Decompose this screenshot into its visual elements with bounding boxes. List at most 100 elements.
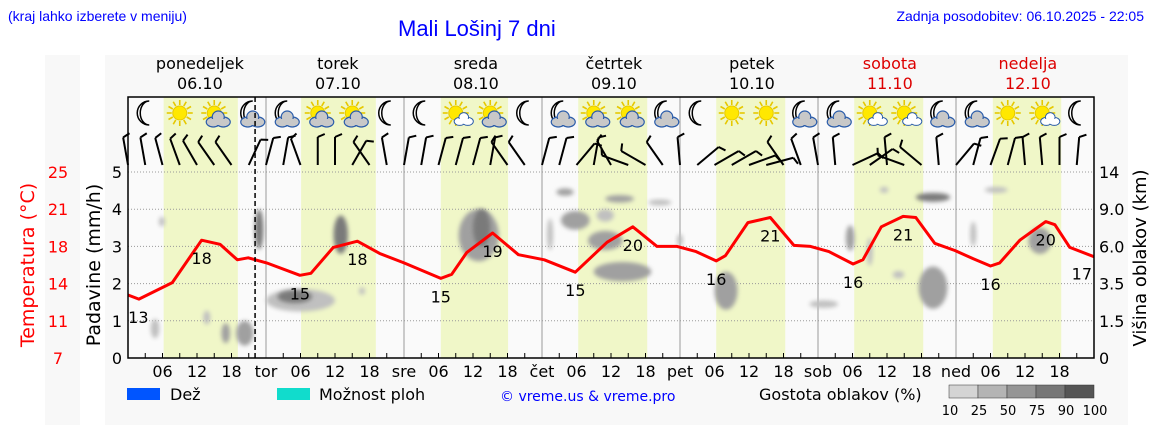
temperature-label: 18 <box>347 250 367 269</box>
cloud-density-swatch <box>948 384 979 399</box>
wind-barb-flag <box>490 135 497 143</box>
cloud-fill <box>555 119 572 125</box>
temp-tick-label: 18 <box>48 237 68 256</box>
wind-barb <box>420 134 434 166</box>
temperature-line <box>127 214 1095 301</box>
wind-barb <box>169 132 181 166</box>
sun-ray <box>910 105 916 110</box>
cloud-density-swatch <box>1035 384 1066 399</box>
day-date: 07.10 <box>315 74 361 93</box>
wind-barb-flag <box>197 135 204 143</box>
day-date: 08.10 <box>453 74 499 93</box>
moon-crescent <box>516 100 529 126</box>
wind-barb-shaft <box>790 138 802 166</box>
wind-barb-shaft <box>351 140 368 166</box>
precip-tick-label: 1 <box>112 312 122 331</box>
wind-barb-flag <box>677 132 685 138</box>
x-hour-label: 18 <box>911 362 931 381</box>
sun-ray <box>769 119 774 125</box>
wind-barb-flag <box>600 147 603 156</box>
wind-barb-flag <box>381 132 389 139</box>
wind-barb <box>437 135 454 166</box>
moon-icon <box>412 100 426 126</box>
wind-barb-flag <box>1000 137 1008 140</box>
moon-cloud-icon <box>930 100 956 128</box>
day-date: 12.10 <box>1005 74 1051 93</box>
wind-barb-flag <box>1014 135 1023 139</box>
cloud-shape <box>550 110 576 128</box>
wind-barb-shaft <box>812 137 819 166</box>
sun-ray <box>1030 116 1036 121</box>
cloud-fill <box>624 119 641 125</box>
sun-ray <box>858 105 864 110</box>
wind-barb-shaft <box>935 137 940 166</box>
wind-barb <box>989 137 1008 166</box>
wind-barb-shaft <box>265 137 275 166</box>
wind-barb <box>472 135 488 166</box>
cloud-fill <box>658 119 675 125</box>
x-hour-label: 12 <box>1015 362 1035 381</box>
cloud-density-blob <box>203 310 211 325</box>
moon-crescent <box>378 100 391 126</box>
wind-barb <box>955 142 982 166</box>
wind-barb-flag <box>480 135 488 139</box>
cloud-shape <box>481 110 507 128</box>
precip-axis-title: Padavine (mm/h) <box>83 184 105 347</box>
cloud-height-tick-label: 3.5 <box>1099 275 1124 294</box>
temp-tick-label: 14 <box>48 275 68 294</box>
shower-legend-label: Možnost ploh <box>319 385 425 404</box>
sun-ray <box>772 116 778 121</box>
sun-ray <box>306 116 312 121</box>
cloud-shape <box>902 112 923 126</box>
x-hour-label: 18 <box>359 362 379 381</box>
wind-barb-flag <box>812 132 821 139</box>
cloud-fill <box>905 119 919 124</box>
temp-axis-panel <box>45 55 80 425</box>
cloud-fill <box>313 119 330 125</box>
temperature-label: 18 <box>191 249 211 268</box>
wind-barb-flag <box>1059 133 1067 138</box>
day-name: ponedeljek <box>156 54 245 73</box>
wind-barb-shaft <box>214 141 233 166</box>
wind-barb <box>714 150 746 166</box>
x-day-label: ned <box>941 362 971 381</box>
wind-barb-shaft <box>1038 137 1044 166</box>
cloud-shape <box>343 110 369 128</box>
wind-barb-shaft <box>139 137 147 166</box>
wind-barb-shaft <box>955 142 975 166</box>
cloud-density-blob <box>560 211 590 230</box>
wind-barb-flag <box>935 132 944 138</box>
moon-cloud-icon <box>654 100 680 128</box>
sun-ray <box>340 105 346 110</box>
moon-cloud-icon <box>274 100 300 128</box>
temperature-label: 16 <box>980 275 1000 294</box>
sun-ray <box>493 101 498 107</box>
wind-barb <box>790 132 802 166</box>
wind-barb-flag <box>366 139 374 143</box>
wind-barb-flag <box>445 135 454 139</box>
cloud-fill <box>934 119 951 125</box>
wind-barb-flag <box>462 135 471 139</box>
wind-barb-shaft <box>1006 137 1016 166</box>
temperature-label: 16 <box>706 270 726 289</box>
cloud-height-tick-label: 6.0 <box>1099 237 1124 256</box>
sun-icon <box>994 100 1021 126</box>
temperature-label: 15 <box>431 287 451 306</box>
sun-ray <box>207 101 211 107</box>
sun-ray <box>459 101 463 107</box>
wind-barb-shaft <box>766 141 785 166</box>
cloud-density-blob <box>915 192 951 202</box>
sun-ray <box>759 101 763 107</box>
cloud-density-blob <box>714 271 738 310</box>
sun-ray <box>217 101 222 107</box>
cloud-height-tick-label: 14 <box>1099 163 1119 182</box>
wind-barb-flag <box>408 134 417 139</box>
sun-ray <box>996 116 1002 121</box>
wind-barb-flag <box>139 132 148 139</box>
x-day-label: čet <box>530 362 555 381</box>
sun-ray <box>1011 119 1015 125</box>
wind-barb-flag <box>973 142 982 147</box>
day-name: petek <box>729 54 775 73</box>
wind-barb-shaft <box>437 137 447 166</box>
